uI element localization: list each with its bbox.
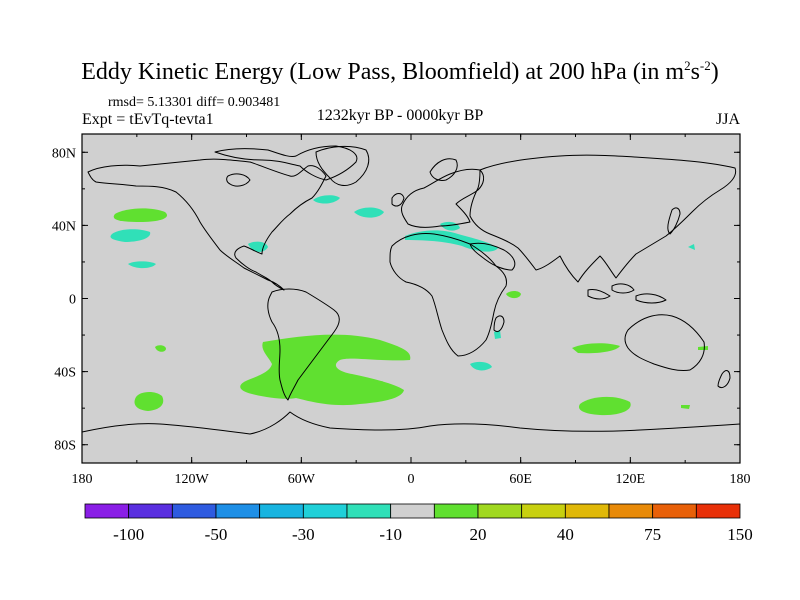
- positive-anomaly-region: [681, 405, 690, 409]
- colorbar-swatch: [84, 503, 130, 519]
- colorbar-label: 75: [644, 525, 661, 544]
- lat-label: 80S: [54, 439, 76, 454]
- negative-anomaly-region: [110, 229, 151, 242]
- coastline-asia: [469, 154, 737, 283]
- colorbar-swatch: [128, 503, 173, 519]
- colorbar-label: 20: [470, 525, 487, 544]
- map-background: [82, 134, 740, 463]
- colorbar-label: -30: [292, 525, 315, 544]
- coastline-australia: [624, 314, 705, 371]
- positive-anomaly-region: [698, 346, 708, 350]
- positive-anomaly-region: [572, 343, 620, 354]
- coastlines: [81, 145, 741, 435]
- positive-anomaly-region: [240, 334, 411, 406]
- experiment-label: Expt = tEvTq-tevta1: [82, 111, 214, 128]
- lon-label: 120W: [175, 472, 210, 487]
- rmsd-stats: rmsd= 5.13301 diff= 0.903481: [108, 95, 281, 110]
- lat-label: 0: [69, 293, 76, 308]
- coastline-japan: [667, 207, 681, 235]
- coastline-new-zealand: [717, 370, 731, 389]
- colorbar-label: -100: [113, 525, 144, 544]
- positive-anomaly-region: [578, 396, 631, 416]
- colorbar-label: -10: [379, 525, 402, 544]
- anomaly-shading: [110, 195, 708, 416]
- coastline-south-america: [267, 288, 340, 401]
- colorbar-swatch: [346, 503, 392, 519]
- coastline-north-america: [87, 158, 327, 291]
- colorbar-swatch: [521, 503, 566, 519]
- positive-anomaly-region: [113, 208, 168, 222]
- colorbar-swatch: [477, 503, 523, 519]
- lon-label: 60W: [288, 472, 316, 487]
- colorbar-label: -50: [205, 525, 228, 544]
- colorbar-swatch: [564, 503, 610, 519]
- colorbar-swatch: [171, 503, 217, 519]
- lon-label: 0: [408, 472, 415, 487]
- colorbar-swatch: [695, 503, 741, 519]
- negative-anomaly-region: [688, 244, 695, 250]
- positive-anomaly-region: [134, 391, 164, 411]
- latitude-axis: 80N 40N 0 40S 80S: [52, 146, 740, 454]
- negative-anomaly-region: [470, 361, 492, 371]
- negative-anomaly-region: [128, 261, 156, 269]
- lat-label: 40N: [52, 219, 76, 234]
- coastline-europe: [401, 168, 485, 228]
- coastline-greenland: [315, 145, 370, 186]
- coastline-scandinavia: [429, 158, 458, 181]
- colorbar-swatch: [215, 503, 261, 519]
- coastline-madagascar: [493, 315, 505, 333]
- lon-label: 120E: [616, 472, 646, 487]
- plot-title: Eddy Kinetic Energy (Low Pass, Bloomfiel…: [81, 58, 719, 85]
- coastline-arabia: [469, 242, 516, 271]
- colorbar-label: 150: [727, 525, 753, 544]
- colorbar-swatch: [302, 503, 348, 519]
- lat-label: 80N: [52, 146, 76, 161]
- colorbar-swatch: [652, 503, 697, 519]
- longitude-axis: 180 120W 60W 0 60E 120E 180: [72, 134, 751, 487]
- coastline-antarctica: [81, 411, 741, 435]
- colorbar: -100 -50 -30 -10 20 40 75 150: [84, 503, 753, 544]
- lat-label: 40S: [54, 366, 76, 381]
- colorbar-swatch: [433, 503, 479, 519]
- lon-label: 180: [72, 472, 93, 487]
- negative-anomaly-region: [405, 230, 498, 252]
- season-label: JJA: [716, 111, 741, 128]
- period-label: 1232kyr BP - 0000kyr BP: [316, 107, 484, 124]
- colorbar-label: 40: [557, 525, 574, 544]
- coastline-arctic-islands: [214, 145, 358, 181]
- positive-anomaly-region: [155, 345, 166, 352]
- negative-anomaly-region: [494, 330, 501, 339]
- negative-anomaly-region: [313, 195, 340, 204]
- coastline-british-isles: [391, 193, 405, 207]
- lon-label: 60E: [509, 472, 532, 487]
- colorbar-swatch: [259, 503, 304, 519]
- lon-label: 180: [730, 472, 751, 487]
- coastline-maritime-continent: [587, 283, 667, 304]
- positive-anomaly-region: [506, 291, 521, 299]
- coastline-arctic-islands: [226, 173, 251, 187]
- colorbar-swatch: [390, 503, 435, 519]
- colorbar-swatch: [608, 503, 654, 519]
- negative-anomaly-region: [354, 207, 384, 218]
- negative-anomaly-region: [440, 221, 460, 231]
